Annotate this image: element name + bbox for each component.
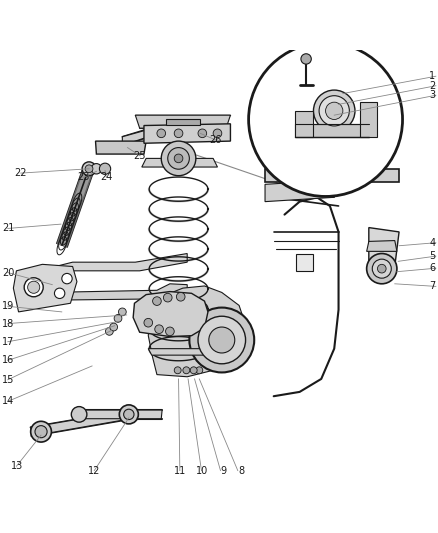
Circle shape [35, 426, 47, 438]
Circle shape [174, 154, 183, 163]
Circle shape [155, 325, 163, 334]
Circle shape [190, 367, 197, 374]
Polygon shape [14, 264, 77, 312]
Circle shape [54, 288, 65, 298]
Polygon shape [95, 141, 146, 154]
Polygon shape [148, 286, 248, 377]
Text: 11: 11 [174, 466, 186, 475]
Text: 23: 23 [78, 172, 90, 182]
Text: 12: 12 [88, 466, 101, 475]
Polygon shape [135, 115, 230, 128]
Circle shape [106, 327, 113, 335]
Text: 10: 10 [196, 466, 208, 475]
Text: 26: 26 [209, 135, 221, 145]
Polygon shape [295, 124, 369, 137]
Text: 2: 2 [429, 81, 436, 91]
Circle shape [24, 278, 43, 297]
Text: 22: 22 [14, 168, 27, 178]
Circle shape [71, 407, 87, 422]
Text: 24: 24 [100, 172, 113, 182]
Circle shape [301, 54, 311, 64]
Circle shape [325, 102, 343, 119]
Polygon shape [31, 410, 132, 436]
Text: 7: 7 [429, 281, 436, 292]
Polygon shape [265, 180, 334, 201]
Polygon shape [296, 254, 313, 271]
Circle shape [177, 293, 185, 301]
Polygon shape [75, 410, 162, 419]
Circle shape [198, 129, 207, 138]
Text: 15: 15 [2, 375, 14, 385]
Text: 25: 25 [134, 151, 146, 161]
Polygon shape [133, 292, 208, 336]
Polygon shape [47, 254, 187, 277]
Circle shape [28, 281, 40, 293]
Text: 3: 3 [429, 90, 435, 100]
Text: 5: 5 [429, 251, 436, 261]
Text: 17: 17 [2, 337, 14, 347]
Polygon shape [142, 158, 218, 167]
Circle shape [91, 164, 102, 174]
Polygon shape [46, 284, 187, 300]
Text: 1: 1 [429, 71, 435, 81]
Circle shape [196, 367, 203, 374]
Text: 8: 8 [238, 466, 244, 475]
Text: 18: 18 [2, 319, 14, 328]
Circle shape [319, 96, 350, 126]
Circle shape [110, 323, 117, 331]
Text: 16: 16 [2, 356, 14, 365]
Circle shape [31, 421, 51, 442]
Circle shape [161, 141, 196, 176]
Circle shape [62, 273, 72, 284]
Polygon shape [265, 169, 399, 182]
Text: 6: 6 [429, 263, 435, 273]
Polygon shape [144, 124, 230, 143]
Circle shape [314, 90, 355, 132]
Text: 20: 20 [2, 268, 14, 278]
Circle shape [209, 327, 235, 353]
Polygon shape [148, 349, 209, 355]
Circle shape [378, 264, 386, 273]
Circle shape [85, 165, 93, 173]
Circle shape [157, 129, 166, 138]
Circle shape [183, 367, 190, 374]
Circle shape [82, 162, 96, 176]
Polygon shape [369, 228, 399, 266]
Circle shape [118, 308, 126, 316]
Polygon shape [295, 111, 313, 137]
Text: 14: 14 [2, 397, 14, 407]
Circle shape [114, 314, 122, 322]
Circle shape [168, 148, 189, 169]
Circle shape [166, 327, 174, 336]
Polygon shape [367, 240, 397, 252]
Circle shape [144, 318, 152, 327]
Circle shape [124, 409, 134, 419]
Circle shape [152, 297, 161, 305]
Polygon shape [122, 122, 177, 146]
Polygon shape [166, 119, 200, 125]
Circle shape [367, 254, 397, 284]
Circle shape [189, 308, 254, 373]
Polygon shape [360, 102, 378, 137]
Text: 4: 4 [429, 238, 435, 248]
Circle shape [249, 43, 403, 197]
Text: 13: 13 [11, 461, 23, 471]
Circle shape [119, 405, 138, 424]
Circle shape [213, 129, 222, 138]
Circle shape [174, 129, 183, 138]
Text: 19: 19 [2, 301, 14, 311]
Text: 21: 21 [2, 223, 14, 233]
Circle shape [99, 163, 111, 174]
Circle shape [198, 316, 246, 364]
Circle shape [372, 259, 391, 278]
Circle shape [174, 367, 181, 374]
Text: 9: 9 [221, 466, 227, 475]
Circle shape [163, 293, 172, 302]
